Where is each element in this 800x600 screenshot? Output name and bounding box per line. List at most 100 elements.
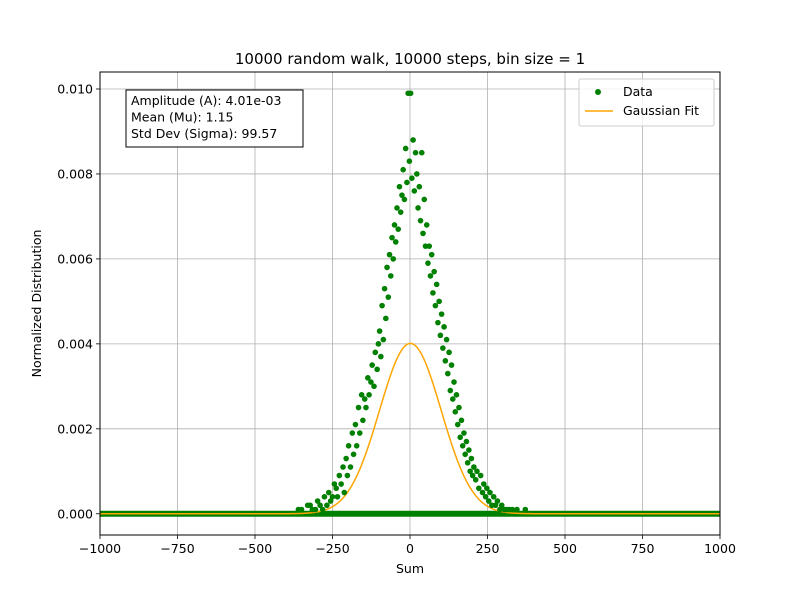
- data-point: [452, 409, 459, 415]
- data-point: [420, 230, 426, 237]
- data-point: [497, 506, 503, 513]
- sigma-text: Std Dev (Sigma): 99.57: [131, 126, 277, 141]
- data-point: [319, 506, 326, 513]
- data-point: [365, 375, 371, 381]
- data-point: [468, 455, 475, 462]
- data-point: [380, 336, 387, 343]
- data-point: [327, 498, 334, 504]
- data-point: [325, 489, 332, 496]
- data-point: [451, 379, 457, 385]
- data-point: [428, 251, 435, 258]
- data-point: [361, 396, 368, 402]
- data-point: [423, 222, 430, 228]
- y-tick-label: 0.000: [57, 506, 93, 521]
- data-point: [467, 468, 473, 475]
- data-point: [404, 179, 410, 186]
- fit-parameters-box: Amplitude (A): 4.01e-03 Mean (Mu): 1.15 …: [125, 89, 304, 148]
- data-point: [345, 442, 352, 449]
- data-point: [440, 345, 446, 351]
- data-point: [349, 430, 356, 436]
- data-point: [336, 472, 343, 479]
- data-point: [376, 328, 383, 334]
- data-point: [324, 502, 330, 509]
- data-point: [375, 341, 382, 347]
- data-point: [317, 502, 323, 509]
- data-point: [353, 442, 360, 449]
- data-point: [340, 464, 346, 470]
- data-point: [484, 485, 490, 492]
- data-point: [446, 349, 452, 356]
- data-point: [397, 209, 404, 215]
- data-point: [492, 502, 499, 509]
- data-point: [378, 353, 384, 360]
- x-tick-label: −250: [315, 541, 349, 556]
- data-point: [386, 251, 393, 258]
- data-point: [466, 447, 472, 453]
- data-point: [425, 260, 431, 266]
- data-point: [360, 417, 366, 424]
- data-point: [374, 366, 380, 373]
- data-point: [390, 256, 397, 262]
- data-point: [459, 442, 466, 449]
- data-point: [477, 472, 484, 479]
- data-point: [471, 464, 477, 470]
- data-point: [355, 404, 362, 411]
- data-point: [363, 404, 369, 411]
- points-layer: [295, 90, 529, 513]
- data-point: [401, 196, 408, 203]
- data-point: [407, 90, 414, 97]
- mean-text: Mean (Mu): 1.15: [131, 110, 234, 125]
- data-point: [494, 498, 501, 504]
- fit-layer: [100, 342, 720, 515]
- data-point: [482, 493, 489, 500]
- gaussian-fit-line: [100, 342, 720, 515]
- y-tick-label: 0.010: [57, 81, 93, 96]
- data-point: [334, 493, 341, 500]
- data-point: [416, 183, 423, 190]
- data-point: [418, 149, 425, 156]
- data-point: [463, 438, 470, 445]
- data-point: [430, 290, 436, 296]
- data-point: [338, 481, 344, 487]
- x-axis-ticks: −1000 −750 −500 −250 0 250 500 750 1000: [79, 535, 736, 556]
- y-tick-label: 0.008: [57, 166, 93, 181]
- data-point: [432, 302, 439, 309]
- data-point: [347, 464, 354, 470]
- chart-title: 10000 random walk, 10000 steps, bin size…: [235, 50, 585, 68]
- x-tick-label: −750: [160, 541, 194, 556]
- data-point: [437, 332, 444, 339]
- data-point: [449, 396, 456, 402]
- data-point: [383, 315, 389, 322]
- data-point: [352, 421, 359, 428]
- data-point: [409, 175, 415, 181]
- data-point: [358, 392, 365, 398]
- data-point: [331, 481, 338, 487]
- data-point: [314, 498, 321, 504]
- data-point: [417, 217, 424, 224]
- data-point: [329, 493, 336, 500]
- x-tick-label: −1000: [79, 541, 121, 556]
- x-tick-label: 250: [476, 541, 500, 556]
- data-point: [321, 493, 328, 500]
- amplitude-text: Amplitude (A): 4.01e-03: [131, 93, 281, 108]
- data-point: [485, 498, 492, 504]
- data-point: [458, 417, 465, 424]
- data-point: [312, 506, 319, 513]
- data-point: [457, 434, 464, 441]
- data-point: [442, 358, 449, 364]
- data-point: [431, 268, 437, 275]
- y-axis-ticks: 0.000 0.002 0.004 0.006 0.008 0.010: [57, 81, 100, 521]
- data-point: [344, 472, 351, 479]
- legend-data-label: Data: [623, 84, 653, 99]
- data-point: [372, 349, 379, 356]
- y-axis-label: Normalized Distribution: [29, 230, 44, 378]
- data-point: [474, 468, 480, 475]
- data-point: [406, 158, 413, 165]
- y-tick-label: 0.002: [57, 421, 93, 436]
- x-tick-label: −500: [238, 541, 272, 556]
- data-point: [298, 506, 305, 513]
- data-point: [384, 264, 390, 271]
- data-point: [456, 404, 462, 411]
- data-point: [522, 506, 529, 513]
